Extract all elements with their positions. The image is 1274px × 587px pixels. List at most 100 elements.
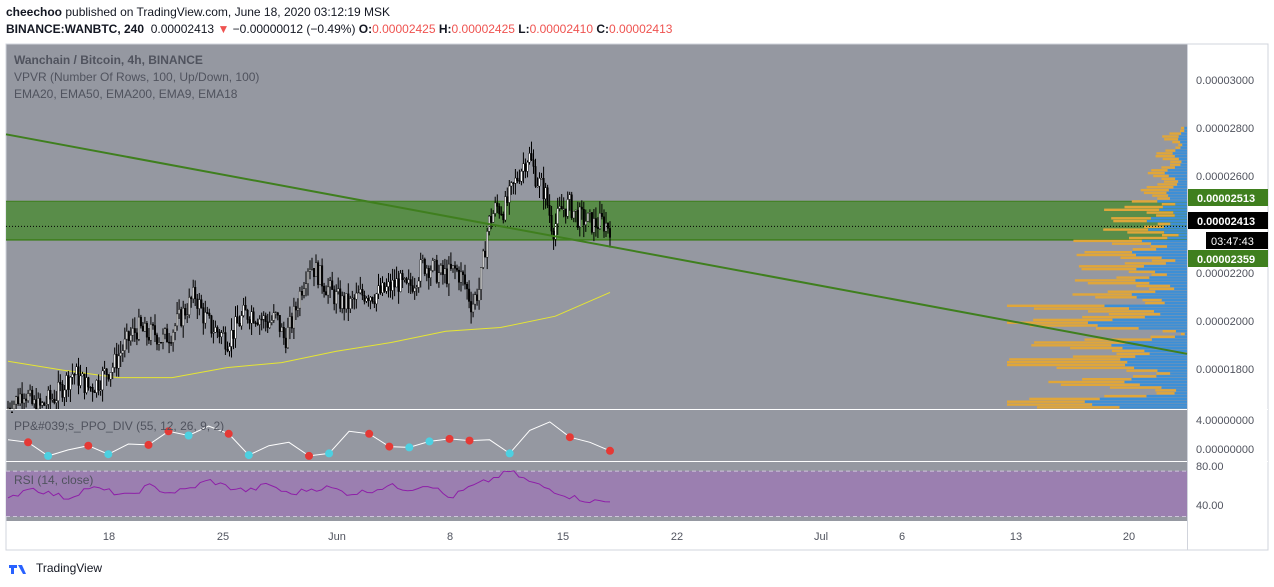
ppo-bottom-dot (44, 451, 53, 460)
candle-body (282, 327, 285, 339)
candle-body (190, 297, 193, 300)
vp-row-up (1168, 194, 1187, 197)
ppo-top-dot (465, 436, 474, 445)
candle-body (65, 375, 68, 391)
vp-row-up (1154, 310, 1187, 313)
candle-body (365, 298, 368, 302)
price-axis[interactable] (1187, 44, 1268, 550)
candle-body (101, 370, 104, 391)
legend-ema: EMA20, EMA50, EMA200, EMA9, EMA18 (14, 87, 238, 101)
vp-row-down (1072, 293, 1132, 296)
rsi-line (7, 470, 611, 504)
vp-row-down (1082, 315, 1145, 319)
vp-row-up (1175, 203, 1187, 206)
vp-row-up (1164, 231, 1187, 234)
vp-row-down (1007, 361, 1128, 364)
vp-row-down (1124, 205, 1163, 209)
candle-body (232, 330, 235, 339)
vp-row-down (1126, 369, 1158, 372)
candle-body (180, 309, 183, 326)
candle-body (530, 153, 533, 161)
candle-body (228, 346, 231, 352)
candle-body (206, 312, 209, 314)
candle-body (566, 199, 569, 217)
price-tick: 0.00002000 (1196, 316, 1254, 328)
vp-row-down (1087, 282, 1150, 285)
candle-body (343, 295, 346, 310)
vp-row-down (1175, 146, 1181, 149)
vp-row-up (1178, 157, 1187, 161)
author-name[interactable]: cheechoo (6, 5, 63, 19)
candle-body (238, 323, 241, 327)
vp-row-up (1177, 183, 1187, 186)
vp-row-down (1170, 163, 1181, 166)
candle-body (480, 267, 483, 290)
vp-row-up (1149, 352, 1187, 355)
candle-body (176, 313, 179, 327)
vp-row-up (1155, 290, 1187, 293)
c-label: C: (596, 22, 610, 36)
candle-body (584, 221, 587, 225)
vp-row-down (1145, 301, 1165, 305)
candle-body (25, 398, 28, 401)
vp-row-up (1184, 126, 1187, 130)
vp-row-up (1157, 369, 1187, 372)
vp-row-down (1147, 171, 1165, 175)
vp-row-up (1167, 169, 1187, 172)
vp-row-down (1096, 327, 1139, 330)
vp-row-up (1084, 400, 1187, 403)
candle-body (534, 166, 537, 187)
vp-row-down (1142, 298, 1162, 302)
candle-body (395, 278, 398, 288)
vp-row-up (1135, 355, 1187, 358)
candle-body (276, 312, 279, 316)
candle-body (560, 206, 563, 210)
candle-body (53, 398, 56, 403)
candle-body (435, 259, 438, 283)
tradingview-brand[interactable]: TradingView (8, 561, 102, 575)
symbol-label: BINANCE:WANBTC, 240 (6, 22, 145, 36)
candle-body (143, 323, 146, 332)
candle-body (570, 194, 573, 219)
candle-body (208, 312, 211, 316)
vp-row-up (1160, 313, 1187, 316)
candle-body (381, 282, 384, 293)
candle-body (598, 212, 601, 229)
vp-row-up (1175, 177, 1187, 180)
vp-row-down (1170, 160, 1182, 163)
vp-row-up (1180, 163, 1187, 166)
vp-row-down (1104, 208, 1160, 211)
candle-body (194, 287, 197, 300)
close-value: 0.00002413 (609, 22, 673, 36)
candle-body (278, 315, 281, 332)
vp-row-up (1149, 282, 1187, 285)
ppo-top-dot (164, 427, 173, 436)
candle-body (401, 273, 404, 280)
vp-row-down (1033, 318, 1113, 322)
ppo-bottom-dot (244, 451, 253, 460)
candle-body (397, 278, 400, 292)
vp-row-down (1157, 222, 1171, 226)
candle-body (166, 328, 169, 343)
vp-row-up (1174, 335, 1187, 338)
candle-body (423, 258, 426, 275)
candle-body (393, 280, 396, 288)
vp-row-down (1132, 248, 1157, 251)
candle-body (270, 320, 273, 323)
vp-row-down (1151, 273, 1167, 276)
vp-row-up (1111, 344, 1187, 347)
candle-body (280, 327, 283, 332)
ppo-pane[interactable] (6, 410, 1187, 461)
rsi-band (6, 471, 1187, 517)
vp-row-up (1124, 380, 1187, 384)
chart-frame (5, 43, 1269, 551)
candle-body (496, 202, 499, 207)
candle-body (468, 288, 471, 302)
candle-body (568, 194, 571, 200)
trendline[interactable] (5, 133, 1188, 355)
vp-row-down (1144, 225, 1164, 228)
time-tick: 22 (671, 531, 683, 543)
vp-row-up (1180, 140, 1187, 144)
time-axis[interactable] (6, 521, 1187, 550)
